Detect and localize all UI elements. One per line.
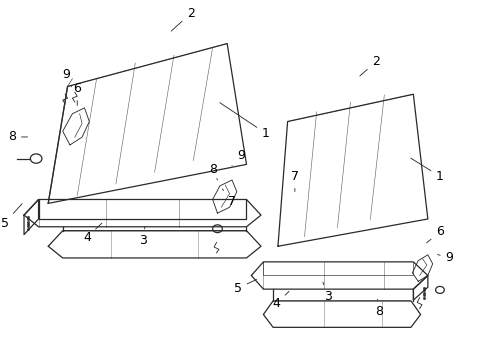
Text: 6: 6 bbox=[426, 225, 443, 243]
Text: 1: 1 bbox=[219, 103, 269, 140]
Text: 2: 2 bbox=[171, 7, 194, 31]
Text: 2: 2 bbox=[359, 55, 379, 76]
Text: 3: 3 bbox=[322, 282, 331, 303]
Text: 5: 5 bbox=[0, 204, 22, 230]
Text: 9: 9 bbox=[231, 149, 244, 166]
Text: 5: 5 bbox=[233, 279, 256, 295]
Text: 8: 8 bbox=[375, 299, 383, 319]
Text: 3: 3 bbox=[138, 226, 146, 247]
Text: 4: 4 bbox=[83, 223, 102, 244]
Text: 8: 8 bbox=[8, 130, 27, 144]
Text: 1: 1 bbox=[410, 158, 443, 183]
Text: 9: 9 bbox=[437, 251, 453, 264]
Text: 7: 7 bbox=[290, 170, 298, 192]
Text: 7: 7 bbox=[222, 189, 236, 208]
Text: 8: 8 bbox=[208, 163, 217, 180]
Text: 4: 4 bbox=[272, 291, 288, 310]
Text: 9: 9 bbox=[62, 68, 71, 87]
Text: 6: 6 bbox=[73, 82, 81, 105]
